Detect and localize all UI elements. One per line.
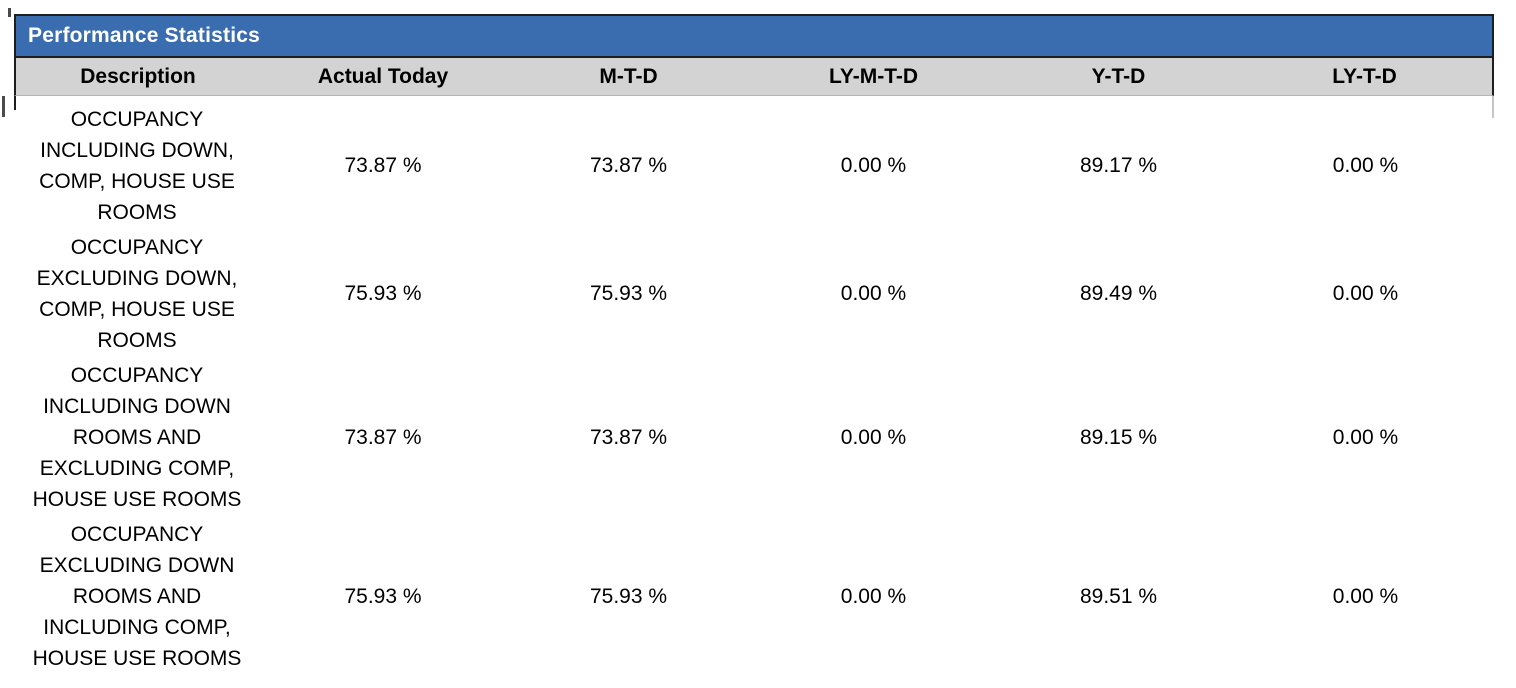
cell-actual-today: 73.87 % [344, 425, 422, 449]
table-body: OCCUPANCY INCLUDING DOWN, COMP, HOUSE US… [14, 96, 1494, 676]
cell-description: OCCUPANCY EXCLUDING DOWN, COMP, HOUSE US… [14, 232, 260, 356]
table-row: OCCUPANCY EXCLUDING DOWN, COMP, HOUSE US… [14, 230, 1494, 358]
cell-ytd: 89.51 % [1079, 584, 1158, 608]
cell-description: OCCUPANCY INCLUDING DOWN ROOMS AND EXCLU… [14, 360, 260, 515]
description-text: OCCUPANCY INCLUDING DOWN, COMP, HOUSE US… [39, 108, 235, 224]
column-header-mtd: M-T-D [599, 64, 658, 88]
cell-description: OCCUPANCY EXCLUDING DOWN ROOMS AND INCLU… [14, 519, 260, 674]
column-header-description: Description [80, 64, 196, 88]
cell-ly-td: 0.00 % [1332, 282, 1399, 305]
cell-ly-mtd: 0.00 % [840, 282, 907, 305]
cell-ytd: 89.49 % [1079, 282, 1158, 305]
panel-right-border-tail [1492, 96, 1494, 118]
column-header-actual-today: Actual Today [317, 64, 449, 88]
cell-mtd: 75.93 % [589, 584, 668, 608]
cell-mtd: 73.87 % [589, 154, 668, 177]
cell-actual-today: 75.93 % [344, 282, 422, 305]
table-row: OCCUPANCY INCLUDING DOWN, COMP, HOUSE US… [14, 102, 1494, 230]
table-row: OCCUPANCY INCLUDING DOWN ROOMS AND EXCLU… [14, 358, 1494, 517]
cell-mtd: 73.87 % [589, 425, 668, 449]
column-header-ly-mtd: LY-M-T-D [828, 64, 919, 88]
panel-left-border-tail [14, 96, 16, 110]
panel-title-bar: Performance Statistics [14, 14, 1494, 56]
cell-ly-td: 0.00 % [1332, 154, 1399, 177]
cell-description: OCCUPANCY INCLUDING DOWN, COMP, HOUSE US… [14, 104, 260, 228]
window-edge-artifact [8, 8, 11, 17]
panel-title: Performance Statistics [28, 24, 260, 47]
cell-ly-td: 0.00 % [1332, 584, 1399, 608]
column-header-ytd: Y-T-D [1091, 64, 1146, 88]
cell-ly-mtd: 0.00 % [840, 154, 907, 177]
table-row: OCCUPANCY EXCLUDING DOWN ROOMS AND INCLU… [14, 517, 1494, 676]
performance-statistics-panel: Performance Statistics Description Actua… [14, 14, 1494, 676]
cell-ytd: 89.17 % [1079, 154, 1158, 177]
description-text: OCCUPANCY EXCLUDING DOWN, COMP, HOUSE US… [36, 236, 238, 352]
table-header-row: Description Actual Today M-T-D LY-M-T-D … [14, 56, 1494, 96]
cell-actual-today: 75.93 % [344, 584, 422, 608]
cell-ly-td: 0.00 % [1332, 425, 1399, 449]
cell-mtd: 75.93 % [589, 282, 668, 305]
description-text: OCCUPANCY INCLUDING DOWN ROOMS AND EXCLU… [32, 364, 242, 511]
window-edge-artifact [2, 96, 5, 117]
cell-ly-mtd: 0.00 % [840, 425, 907, 449]
cell-ytd: 89.15 % [1079, 425, 1158, 449]
description-text: OCCUPANCY EXCLUDING DOWN ROOMS AND INCLU… [32, 523, 242, 670]
cell-ly-mtd: 0.00 % [840, 584, 907, 608]
column-header-ly-td: LY-T-D [1332, 64, 1397, 88]
cell-actual-today: 73.87 % [344, 154, 422, 177]
